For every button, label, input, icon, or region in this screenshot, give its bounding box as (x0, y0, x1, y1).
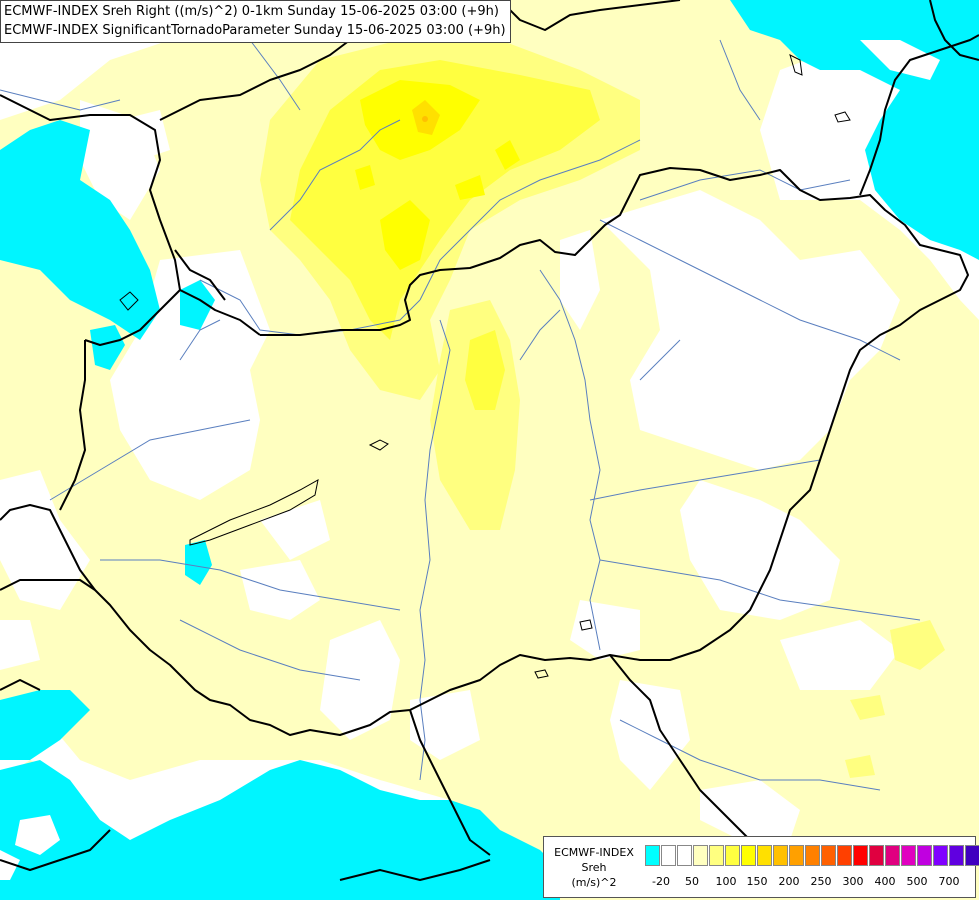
sreh-field-orange (422, 116, 428, 122)
legend-swatch (757, 845, 772, 866)
legend-swatch (693, 845, 708, 866)
title-line-stp: ECMWF-INDEX SignificantTornadoParameter … (4, 23, 506, 38)
lakes (119, 54, 851, 679)
sreh-field-white-inside-cyan (0, 40, 940, 880)
legend-swatch (965, 845, 979, 866)
legend-title-parameter: Sreh (581, 861, 607, 874)
legend-swatch (885, 845, 900, 866)
legend-tick-label: 500 (906, 875, 928, 888)
legend-tick-label: 700 (938, 875, 960, 888)
legend-swatches (645, 845, 979, 866)
legend-swatch (821, 845, 836, 866)
legend-swatch (645, 845, 660, 866)
legend-tick-label: 400 (874, 875, 896, 888)
legend-tick-label: 150 (746, 875, 768, 888)
color-legend: ECMWF-INDEX Sreh (m/s)^2 -20 50 100 150 200 2… (543, 836, 979, 898)
legend-swatch (917, 845, 932, 866)
legend-tick-label: -20 (652, 875, 670, 888)
legend-title: ECMWF-INDEX Sreh (m/s)^2 (548, 845, 640, 890)
legend-swatch (725, 845, 740, 866)
legend-swatch (773, 845, 788, 866)
country-borders (0, 0, 979, 881)
legend-title-model: ECMWF-INDEX (554, 846, 634, 859)
legend-swatch (933, 845, 948, 866)
legend-swatch (789, 845, 804, 866)
legend-tick-label: 100 (715, 875, 737, 888)
legend-swatch (949, 845, 964, 866)
legend-swatch (901, 845, 916, 866)
sreh-field-yellow (290, 60, 600, 410)
legend-swatch (853, 845, 868, 866)
map-title-box: ECMWF-INDEX Sreh Right ((m/s)^2) 0-1km S… (0, 0, 511, 43)
legend-swatch (677, 845, 692, 866)
legend-tick-label: 250 (810, 875, 832, 888)
legend-swatch (709, 845, 724, 866)
legend-tick-label: 50 (685, 875, 699, 888)
legend-swatch (661, 845, 676, 866)
legend-swatch (869, 845, 884, 866)
legend-title-unit: (m/s)^2 (571, 876, 617, 889)
legend-tick-label: 200 (778, 875, 800, 888)
legend-swatch (837, 845, 852, 866)
title-line-sreh: ECMWF-INDEX Sreh Right ((m/s)^2) 0-1km S… (4, 4, 499, 19)
legend-swatch (805, 845, 820, 866)
legend-tick-label: 300 (842, 875, 864, 888)
legend-swatch (741, 845, 756, 866)
